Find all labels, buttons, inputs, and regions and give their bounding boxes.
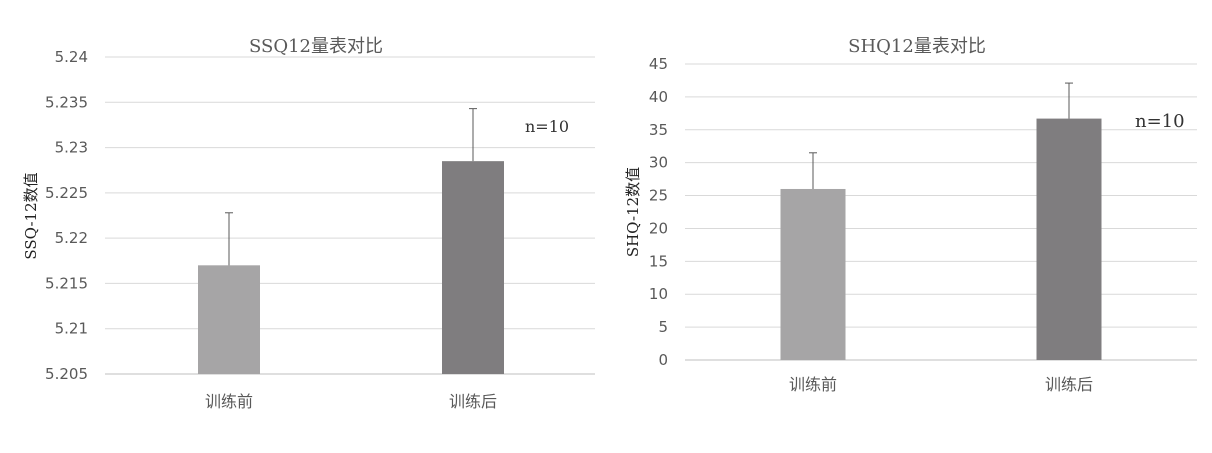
ssq12-chart: SSQ12量表对比 SSQ-12数值 5.2055.215.2155.225.2… (22, 36, 595, 411)
chart-title: SHQ12量表对比 (848, 36, 986, 57)
y-tick-label: 5.23 (55, 139, 88, 157)
y-tick-label: 5.225 (45, 184, 88, 202)
y-tick-label: 10 (649, 285, 668, 303)
y-tick-labels: 5.205 5.21 5.215 5.22 5.225 5.23 5.235 5.24 (45, 48, 88, 383)
y-tick-label: 5 (658, 318, 668, 336)
y-tick-label: 5.205 (45, 365, 88, 383)
y-tick-label: 35 (649, 121, 668, 139)
sample-size-annotation: n=10 (1135, 111, 1185, 132)
sample-size-annotation: n=10 (525, 117, 569, 136)
y-tick-label: 5.21 (55, 320, 88, 338)
category-labels: 训练前 训练后 (205, 392, 497, 411)
y-tick-labels: 0 5 10 15 20 25 30 35 40 45 (649, 55, 668, 369)
chart-title: SSQ12量表对比 (249, 36, 383, 57)
bars (780, 82, 1102, 361)
y-tick-label: 30 (649, 154, 668, 172)
category-label: 训练后 (1045, 375, 1093, 394)
y-tick-label: 20 (649, 219, 668, 237)
category-label: 训练前 (205, 392, 253, 411)
y-tick-label: 25 (649, 187, 668, 205)
category-label: 训练后 (449, 392, 497, 411)
bars (198, 108, 504, 374)
y-tick-label: 5.235 (45, 93, 88, 111)
shq12-chart: SHQ12量表对比 SHQ-12数值 0 5 10 15 20 25 30 35 40 45 训练… (624, 36, 1197, 394)
bar (442, 161, 504, 374)
bar (198, 265, 260, 374)
category-label: 训练前 (789, 375, 837, 394)
y-tick-label: 5.215 (45, 274, 88, 292)
y-tick-label: 0 (658, 351, 668, 369)
gridlines (105, 56, 595, 375)
y-axis-label: SSQ-12数值 (22, 172, 40, 259)
y-tick-label: 15 (649, 252, 668, 270)
y-tick-label: 5.22 (55, 229, 88, 247)
category-labels: 训练前 训练后 (789, 375, 1093, 394)
y-tick-label: 40 (649, 88, 668, 106)
y-tick-label: 45 (649, 55, 668, 73)
gridlines (685, 63, 1197, 361)
y-tick-label: 5.24 (55, 48, 88, 66)
bar (780, 188, 846, 360)
bar (1036, 118, 1102, 361)
y-axis-label: SHQ-12数值 (624, 167, 642, 257)
